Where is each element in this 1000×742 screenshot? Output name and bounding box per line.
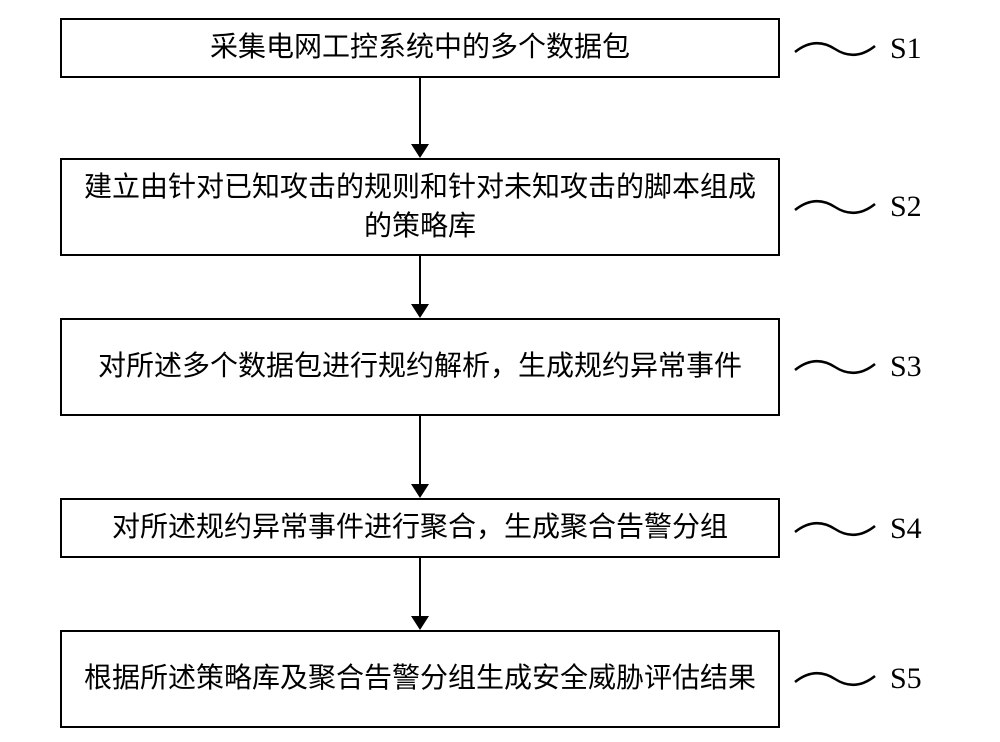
tilde-icon — [790, 664, 880, 694]
arrow-head — [411, 484, 429, 498]
connector — [419, 78, 421, 144]
step-label-s2: S2 — [790, 190, 922, 224]
step-box-s3: 对所述多个数据包进行规约解析，生成规约异常事件 — [60, 318, 780, 416]
arrow-head — [411, 304, 429, 318]
step-box-s1: 采集电网工控系统中的多个数据包 — [60, 18, 780, 78]
connector — [419, 558, 421, 616]
step-label-s3: S3 — [790, 350, 922, 384]
step-label-text: S4 — [890, 512, 922, 546]
step-label-text: S3 — [890, 350, 922, 384]
step-label-text: S2 — [890, 190, 922, 224]
arrow-head — [411, 144, 429, 158]
step-label-s4: S4 — [790, 512, 922, 546]
step-label-text: S1 — [890, 32, 922, 66]
arrow-head — [411, 616, 429, 630]
flowchart-container: 采集电网工控系统中的多个数据包建立由针对已知攻击的规则和针对未知攻击的脚本组成的… — [60, 18, 780, 728]
connector — [419, 256, 421, 304]
step-label-text: S5 — [890, 662, 922, 696]
tilde-icon — [790, 514, 880, 544]
step-label-s1: S1 — [790, 32, 922, 66]
step-text: 采集电网工控系统中的多个数据包 — [210, 28, 630, 67]
connector — [419, 416, 421, 484]
tilde-icon — [790, 352, 880, 382]
step-box-s5: 根据所述策略库及聚合告警分组生成安全威胁评估结果 — [60, 630, 780, 728]
step-label-s5: S5 — [790, 662, 922, 696]
step-text: 建立由针对已知攻击的规则和针对未知攻击的脚本组成的策略库 — [82, 168, 758, 246]
step-box-s4: 对所述规约异常事件进行聚合，生成聚合告警分组 — [60, 498, 780, 558]
step-text: 对所述多个数据包进行规约解析，生成规约异常事件 — [98, 347, 742, 386]
step-text: 根据所述策略库及聚合告警分组生成安全威胁评估结果 — [84, 659, 756, 698]
tilde-icon — [790, 34, 880, 64]
step-text: 对所述规约异常事件进行聚合，生成聚合告警分组 — [112, 508, 728, 547]
tilde-icon — [790, 192, 880, 222]
step-box-s2: 建立由针对已知攻击的规则和针对未知攻击的脚本组成的策略库 — [60, 158, 780, 256]
